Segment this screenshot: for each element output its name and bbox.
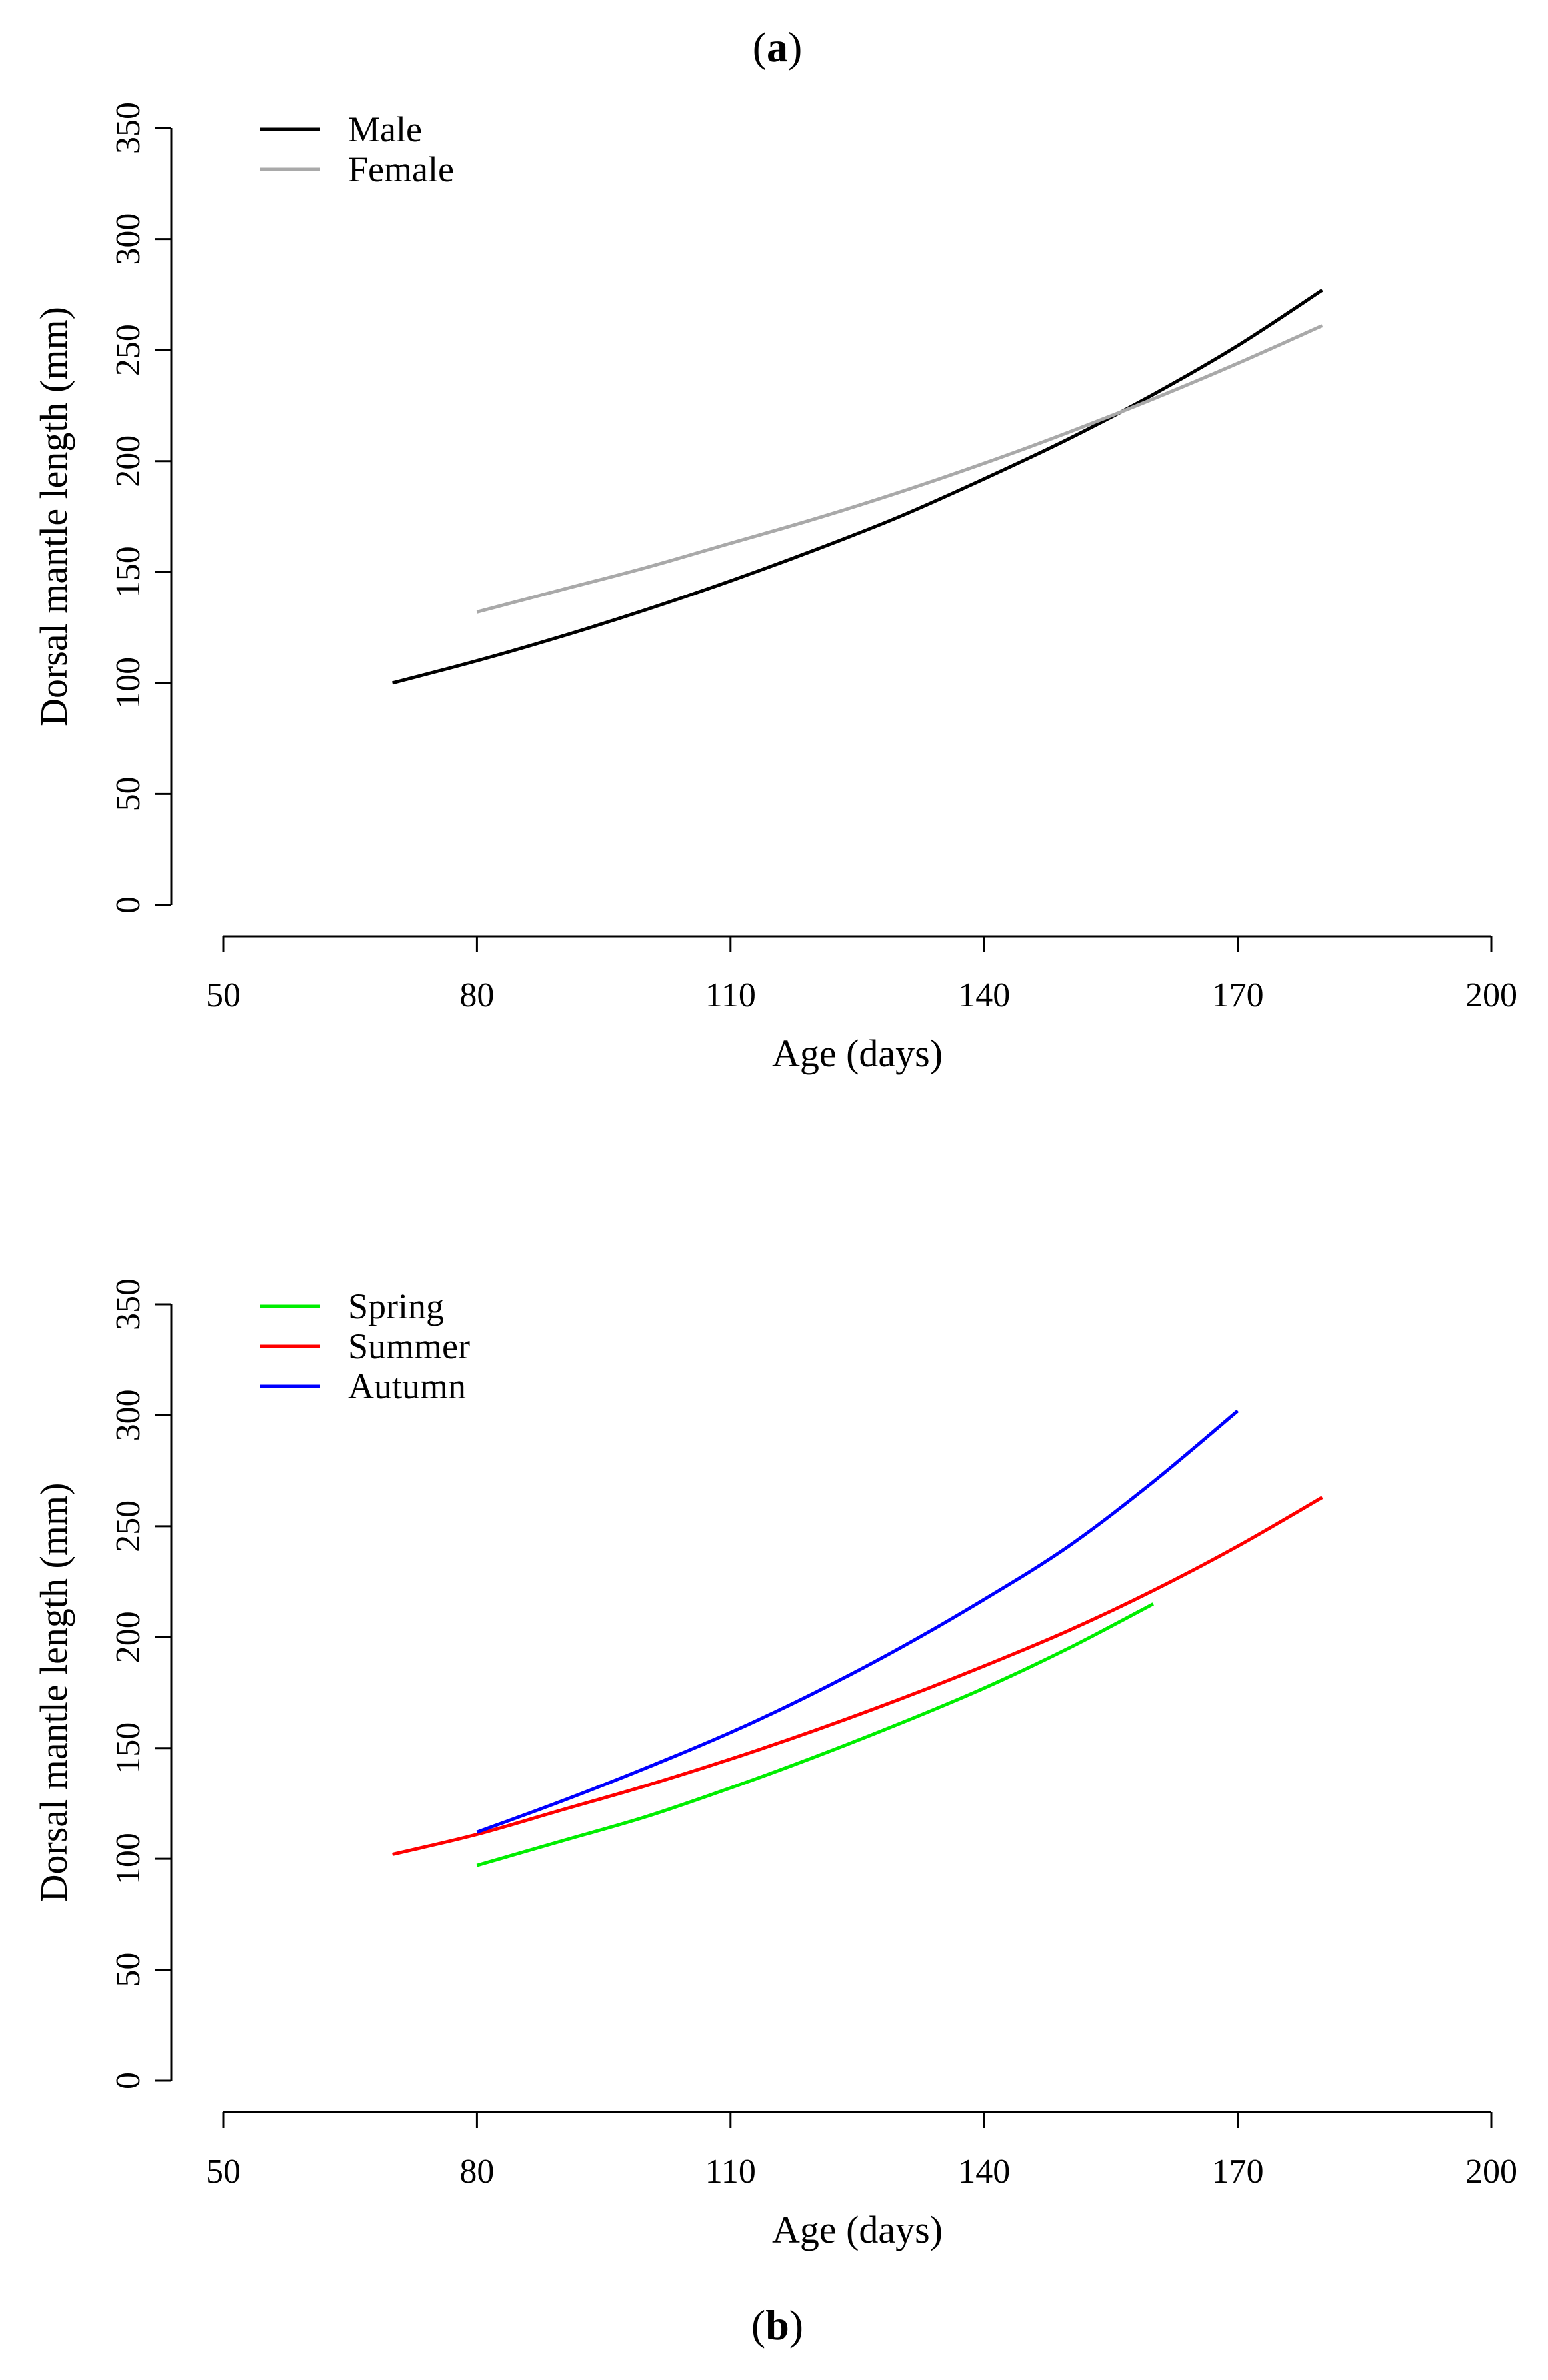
x-tick-label: 110: [705, 976, 756, 1014]
x-tick-label: 200: [1465, 2153, 1517, 2191]
panel-b: (b) 50 80 110 140 170 200 Age (days) 0 50 100 150 20…: [32, 1278, 1517, 2349]
x-tick-label: 50: [206, 976, 241, 1014]
y-tick-label: 200: [109, 435, 147, 487]
legend-label-spring: Spring: [348, 1286, 444, 1326]
panel-caption: (a): [753, 23, 803, 71]
x-tick-label: 170: [1212, 976, 1264, 1014]
y-axis-title: Dorsal mantle length (mm): [32, 307, 75, 726]
y-tick-label: 250: [109, 1500, 147, 1552]
panel-a: (a) 50 80 110 140 170 200 Age (days) 0 50 100 150 20…: [32, 23, 1517, 1075]
x-tick-label: 140: [958, 976, 1010, 1014]
x-tick-label: 50: [206, 2153, 241, 2191]
x-axis-title: Age (days): [772, 2208, 943, 2251]
legend-label-autumn: Autumn: [348, 1366, 466, 1406]
y-tick-label: 350: [109, 102, 147, 154]
x-tick-label: 80: [459, 2153, 494, 2191]
y-tick-label: 300: [109, 1389, 147, 1441]
y-tick-label: 0: [109, 896, 147, 914]
x-tick-label: 170: [1212, 2153, 1264, 2191]
x-tick-label: 140: [958, 2153, 1010, 2191]
x-tick-label: 80: [459, 976, 494, 1014]
y-tick-label: 350: [109, 1278, 147, 1330]
y-tick-label: 150: [109, 1722, 147, 1774]
y-tick-label: 250: [109, 324, 147, 376]
y-tick-label: 50: [109, 1953, 147, 1987]
y-tick-label: 100: [109, 657, 147, 709]
y-tick-label: 100: [109, 1833, 147, 1885]
series-line-autumn: [476, 1409, 1239, 1834]
y-tick-label: 300: [109, 213, 147, 265]
y-axis-title: Dorsal mantle length (mm): [32, 1483, 75, 1903]
panel-caption: (b): [751, 2301, 803, 2349]
y-tick-label: 50: [109, 776, 147, 811]
series-line-spring: [476, 1602, 1154, 1867]
legend-label-female: Female: [348, 149, 454, 189]
series-line-male: [391, 289, 1323, 685]
series-line-summer: [392, 1496, 1323, 1856]
series-line-female: [476, 324, 1323, 614]
y-tick-label: 150: [109, 546, 147, 598]
x-tick-label: 200: [1465, 976, 1517, 1014]
x-axis-title: Age (days): [772, 1032, 943, 1075]
y-tick-label: 0: [109, 2072, 147, 2089]
x-tick-label: 110: [705, 2153, 756, 2191]
y-tick-label: 200: [109, 1611, 147, 1663]
legend-label-male: Male: [348, 109, 422, 149]
legend-label-summer: Summer: [348, 1326, 470, 1366]
